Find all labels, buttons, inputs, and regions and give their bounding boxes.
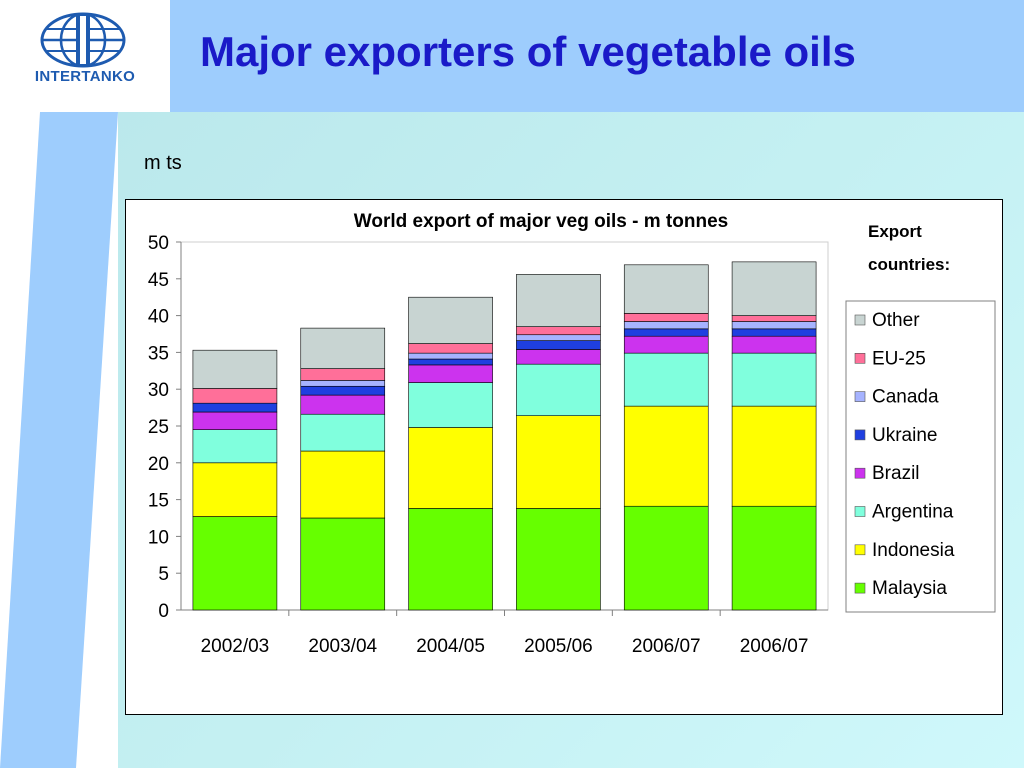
bar-segment-other bbox=[300, 327, 386, 369]
bar-segment-eu-25 bbox=[192, 388, 278, 404]
bar-segment-brazil bbox=[516, 349, 601, 365]
bar-segment-malaysia bbox=[192, 516, 278, 611]
chart-title: World export of major veg oils - m tonne… bbox=[354, 211, 728, 232]
plot-area bbox=[180, 241, 829, 611]
bar-segment-argentina bbox=[408, 382, 493, 428]
chart-frame: World export of major veg oils - m tonne… bbox=[125, 199, 1003, 715]
legend-label: EU-25 bbox=[872, 348, 926, 369]
stacked-bar-chart: World export of major veg oils - m tonne… bbox=[148, 211, 996, 657]
bar-segment-other bbox=[192, 349, 278, 389]
bar-segment-other bbox=[516, 274, 601, 327]
y-tick-label: 30 bbox=[148, 380, 169, 401]
bar-segment-ukraine bbox=[731, 328, 817, 337]
bar-segment-eu-25 bbox=[731, 315, 817, 322]
y-tick-label: 40 bbox=[148, 307, 169, 328]
bar-segment-indonesia bbox=[408, 427, 493, 509]
bar-segment-ukraine bbox=[192, 402, 278, 413]
bar-segment-canada bbox=[408, 352, 493, 360]
bar-segment-eu-25 bbox=[408, 343, 493, 354]
bar-segment-canada bbox=[300, 380, 386, 387]
bar-segment-canada bbox=[731, 321, 817, 330]
legend-swatch bbox=[854, 582, 866, 594]
bar-segment-malaysia bbox=[516, 508, 601, 611]
legend-label: Malaysia bbox=[872, 578, 947, 599]
y-tick-label: 45 bbox=[148, 270, 169, 291]
bar-segment-ukraine bbox=[623, 328, 709, 337]
legend-label: Indonesia bbox=[872, 540, 955, 561]
bar-segment-malaysia bbox=[408, 508, 493, 611]
bar-segment-ukraine bbox=[408, 358, 493, 366]
bar-segment-ukraine bbox=[300, 385, 386, 396]
legend-title-line-1: Export bbox=[868, 222, 922, 241]
legend-swatch bbox=[854, 506, 866, 517]
x-tick-label: 2006/07 bbox=[740, 636, 809, 657]
legend-swatch bbox=[854, 544, 866, 556]
bar-segment-malaysia bbox=[623, 505, 709, 611]
bar-segment-brazil bbox=[408, 364, 493, 383]
bar-segment-indonesia bbox=[731, 405, 817, 507]
legend-label: Ukraine bbox=[872, 425, 937, 446]
y-tick-label: 5 bbox=[158, 564, 169, 585]
title-bar bbox=[170, 0, 1024, 112]
legend-swatch bbox=[854, 429, 866, 441]
legend-swatch bbox=[854, 353, 866, 364]
bar-segment-canada bbox=[623, 321, 709, 330]
legend-label: Canada bbox=[872, 387, 939, 408]
bar-segment-argentina bbox=[731, 352, 817, 407]
bar-segment-malaysia bbox=[731, 505, 817, 611]
legend-swatch bbox=[854, 391, 866, 402]
bar-segment-argentina bbox=[300, 413, 386, 452]
legend-label: Other bbox=[872, 310, 920, 331]
bar-segment-brazil bbox=[192, 411, 278, 430]
bar-segment-eu-25 bbox=[623, 313, 709, 322]
x-tick-label: 2006/07 bbox=[632, 636, 701, 657]
legend-label: Brazil bbox=[872, 463, 920, 484]
y-tick-label: 0 bbox=[158, 601, 169, 622]
bar-segment-ukraine bbox=[516, 340, 601, 350]
bar-segment-brazil bbox=[300, 394, 386, 415]
y-tick-label: 10 bbox=[148, 527, 169, 548]
bar-segment-argentina bbox=[623, 352, 709, 407]
bar-segment-eu-25 bbox=[516, 326, 601, 336]
y-tick-label: 35 bbox=[148, 343, 169, 364]
x-tick-label: 2003/04 bbox=[308, 636, 377, 657]
x-tick-label: 2005/06 bbox=[524, 636, 593, 657]
y-tick-label: 15 bbox=[148, 491, 169, 512]
bar-segment-eu-25 bbox=[300, 368, 386, 381]
x-tick-label: 2002/03 bbox=[201, 636, 270, 657]
page-title: Major exporters of vegetable oils bbox=[200, 28, 856, 75]
bar-segment-canada bbox=[516, 334, 601, 341]
bar-segment-indonesia bbox=[516, 415, 601, 509]
y-tick-label: 50 bbox=[148, 233, 169, 254]
legend-title-line-2: countries: bbox=[868, 255, 950, 274]
bar-segment-other bbox=[623, 264, 709, 314]
bar-segment-indonesia bbox=[623, 405, 709, 507]
bar-segment-brazil bbox=[731, 335, 817, 354]
legend-swatch bbox=[854, 467, 866, 479]
logo: INTERTANKO bbox=[0, 0, 170, 112]
bar-segment-argentina bbox=[192, 429, 278, 464]
y-tick-label: 20 bbox=[148, 454, 169, 475]
bar-segment-brazil bbox=[623, 335, 709, 354]
logo-text: INTERTANKO bbox=[34, 68, 136, 85]
x-tick-label: 2004/05 bbox=[416, 636, 485, 657]
bar-segment-other bbox=[408, 296, 493, 344]
y-tick-label: 25 bbox=[148, 417, 169, 438]
legend-swatch bbox=[854, 314, 866, 326]
bar-segment-other bbox=[731, 261, 817, 316]
legend-label: Argentina bbox=[872, 502, 954, 523]
bar-segment-indonesia bbox=[300, 450, 386, 519]
globe-icon bbox=[40, 12, 126, 68]
bar-segment-indonesia bbox=[192, 462, 278, 517]
bar-segment-argentina bbox=[516, 363, 601, 416]
legend-box bbox=[845, 300, 996, 613]
unit-label: m ts bbox=[144, 152, 182, 174]
bar-segment-malaysia bbox=[300, 517, 386, 611]
